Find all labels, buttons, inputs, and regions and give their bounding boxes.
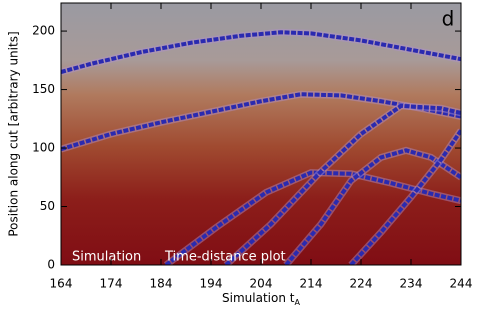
y-tick-label: 150 [32, 82, 55, 96]
x-tick-label: 164 [50, 277, 73, 291]
x-tick-label: 174 [100, 277, 123, 291]
track [284, 148, 461, 265]
x-axis-title-text: Simulation t [222, 291, 295, 305]
annotation: Simulation [72, 250, 141, 265]
annotation: Time-distance plot [164, 250, 286, 265]
y-tick-label: 200 [32, 24, 55, 38]
y-tick-label: 0 [47, 258, 55, 272]
x-tick-label: 194 [200, 277, 223, 291]
x-tick-label: 224 [350, 277, 373, 291]
x-tick-label: 214 [300, 277, 323, 291]
track [61, 30, 461, 74]
panel-label: d [442, 7, 455, 31]
x-axis-title-subscript: A [294, 298, 300, 307]
y-tick-label: 50 [40, 199, 55, 213]
x-tick-label: 244 [450, 277, 473, 291]
tracks [61, 28, 461, 265]
x-tick-label: 234 [400, 277, 423, 291]
y-axis-title: Position along cut [arbitrary units] [7, 31, 21, 236]
track [349, 129, 461, 265]
x-tick-label: 184 [150, 277, 173, 291]
track [164, 170, 461, 265]
x-axis-title: Simulation tA [222, 291, 300, 307]
x-tick-label: 204 [250, 277, 273, 291]
y-tick-label: 100 [32, 141, 55, 155]
track [224, 103, 461, 265]
